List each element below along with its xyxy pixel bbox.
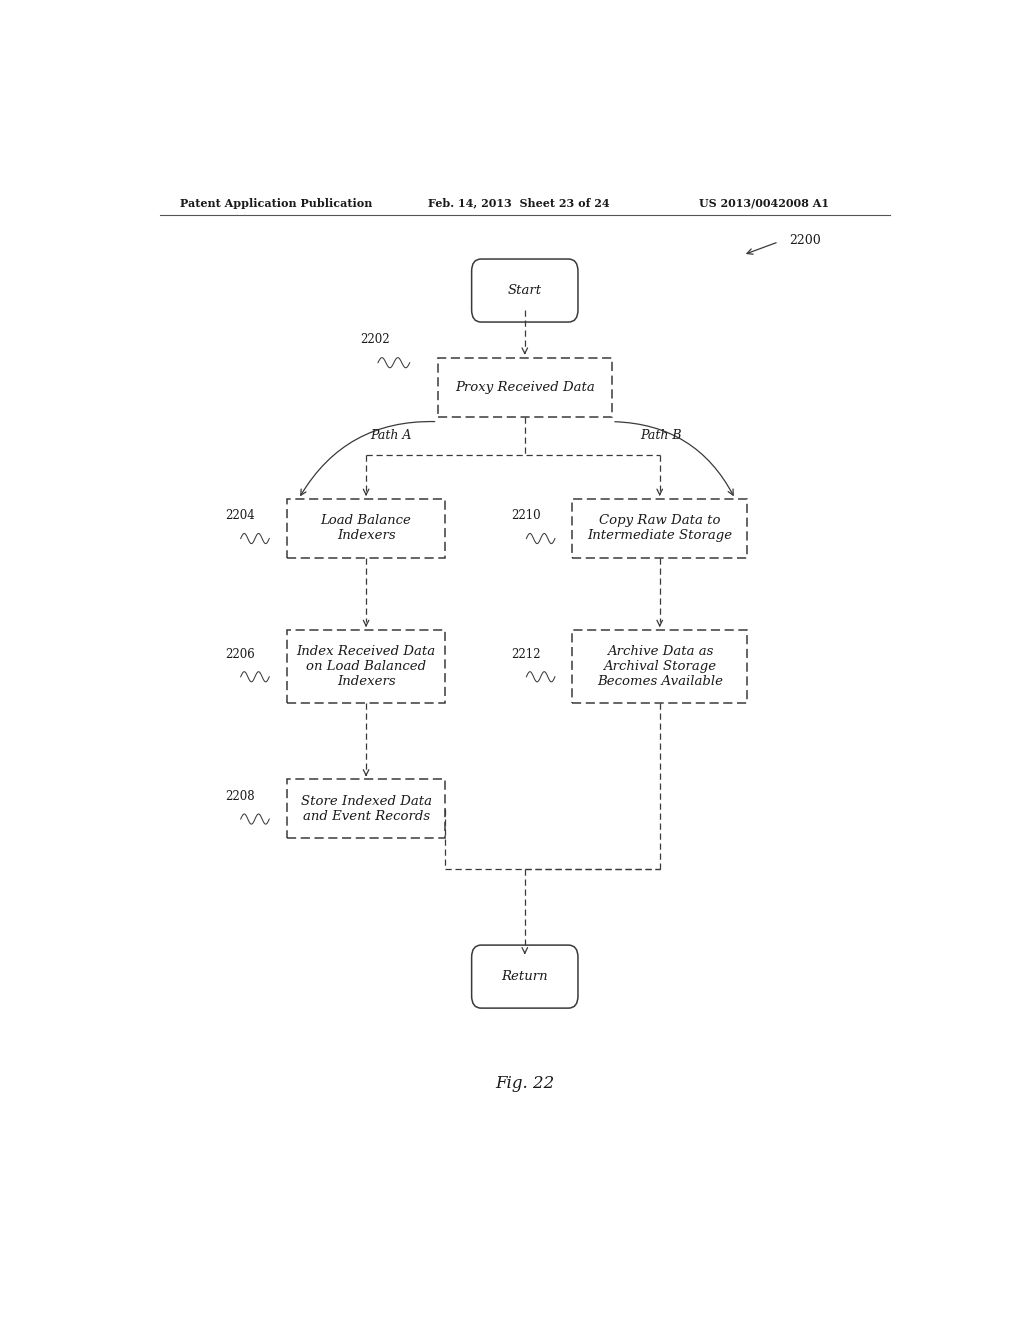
Text: Patent Application Publication: Patent Application Publication [179, 198, 372, 209]
Bar [287, 499, 445, 558]
Text: Path A: Path A [370, 429, 412, 442]
Text: 2210: 2210 [511, 510, 541, 523]
Text: 2208: 2208 [225, 789, 255, 803]
Text: 2200: 2200 [790, 234, 821, 247]
Bar [572, 499, 748, 558]
Text: Feb. 14, 2013  Sheet 23 of 24: Feb. 14, 2013 Sheet 23 of 24 [428, 198, 609, 209]
Bar [437, 358, 612, 417]
Text: Load Balance
Indexers: Load Balance Indexers [321, 515, 412, 543]
Text: Path B: Path B [640, 429, 681, 442]
Text: 2202: 2202 [360, 334, 390, 346]
Bar [572, 630, 748, 704]
Text: Copy Raw Data to
Intermediate Storage: Copy Raw Data to Intermediate Storage [587, 515, 732, 543]
Text: 2206: 2206 [225, 648, 255, 660]
Text: 2204: 2204 [225, 510, 255, 523]
FancyBboxPatch shape [472, 259, 578, 322]
FancyBboxPatch shape [472, 945, 578, 1008]
Text: Return: Return [502, 970, 548, 983]
Text: Proxy Received Data: Proxy Received Data [455, 380, 595, 393]
Bar [287, 779, 445, 838]
Text: Fig. 22: Fig. 22 [496, 1076, 554, 1093]
Text: Store Indexed Data
and Event Records: Store Indexed Data and Event Records [301, 795, 431, 822]
Text: 2212: 2212 [511, 648, 541, 660]
Bar [287, 630, 445, 704]
Text: US 2013/0042008 A1: US 2013/0042008 A1 [699, 198, 829, 209]
Text: Archive Data as
Archival Storage
Becomes Available: Archive Data as Archival Storage Becomes… [597, 645, 723, 688]
Text: Index Received Data
on Load Balanced
Indexers: Index Received Data on Load Balanced Ind… [297, 645, 435, 688]
Text: Start: Start [508, 284, 542, 297]
